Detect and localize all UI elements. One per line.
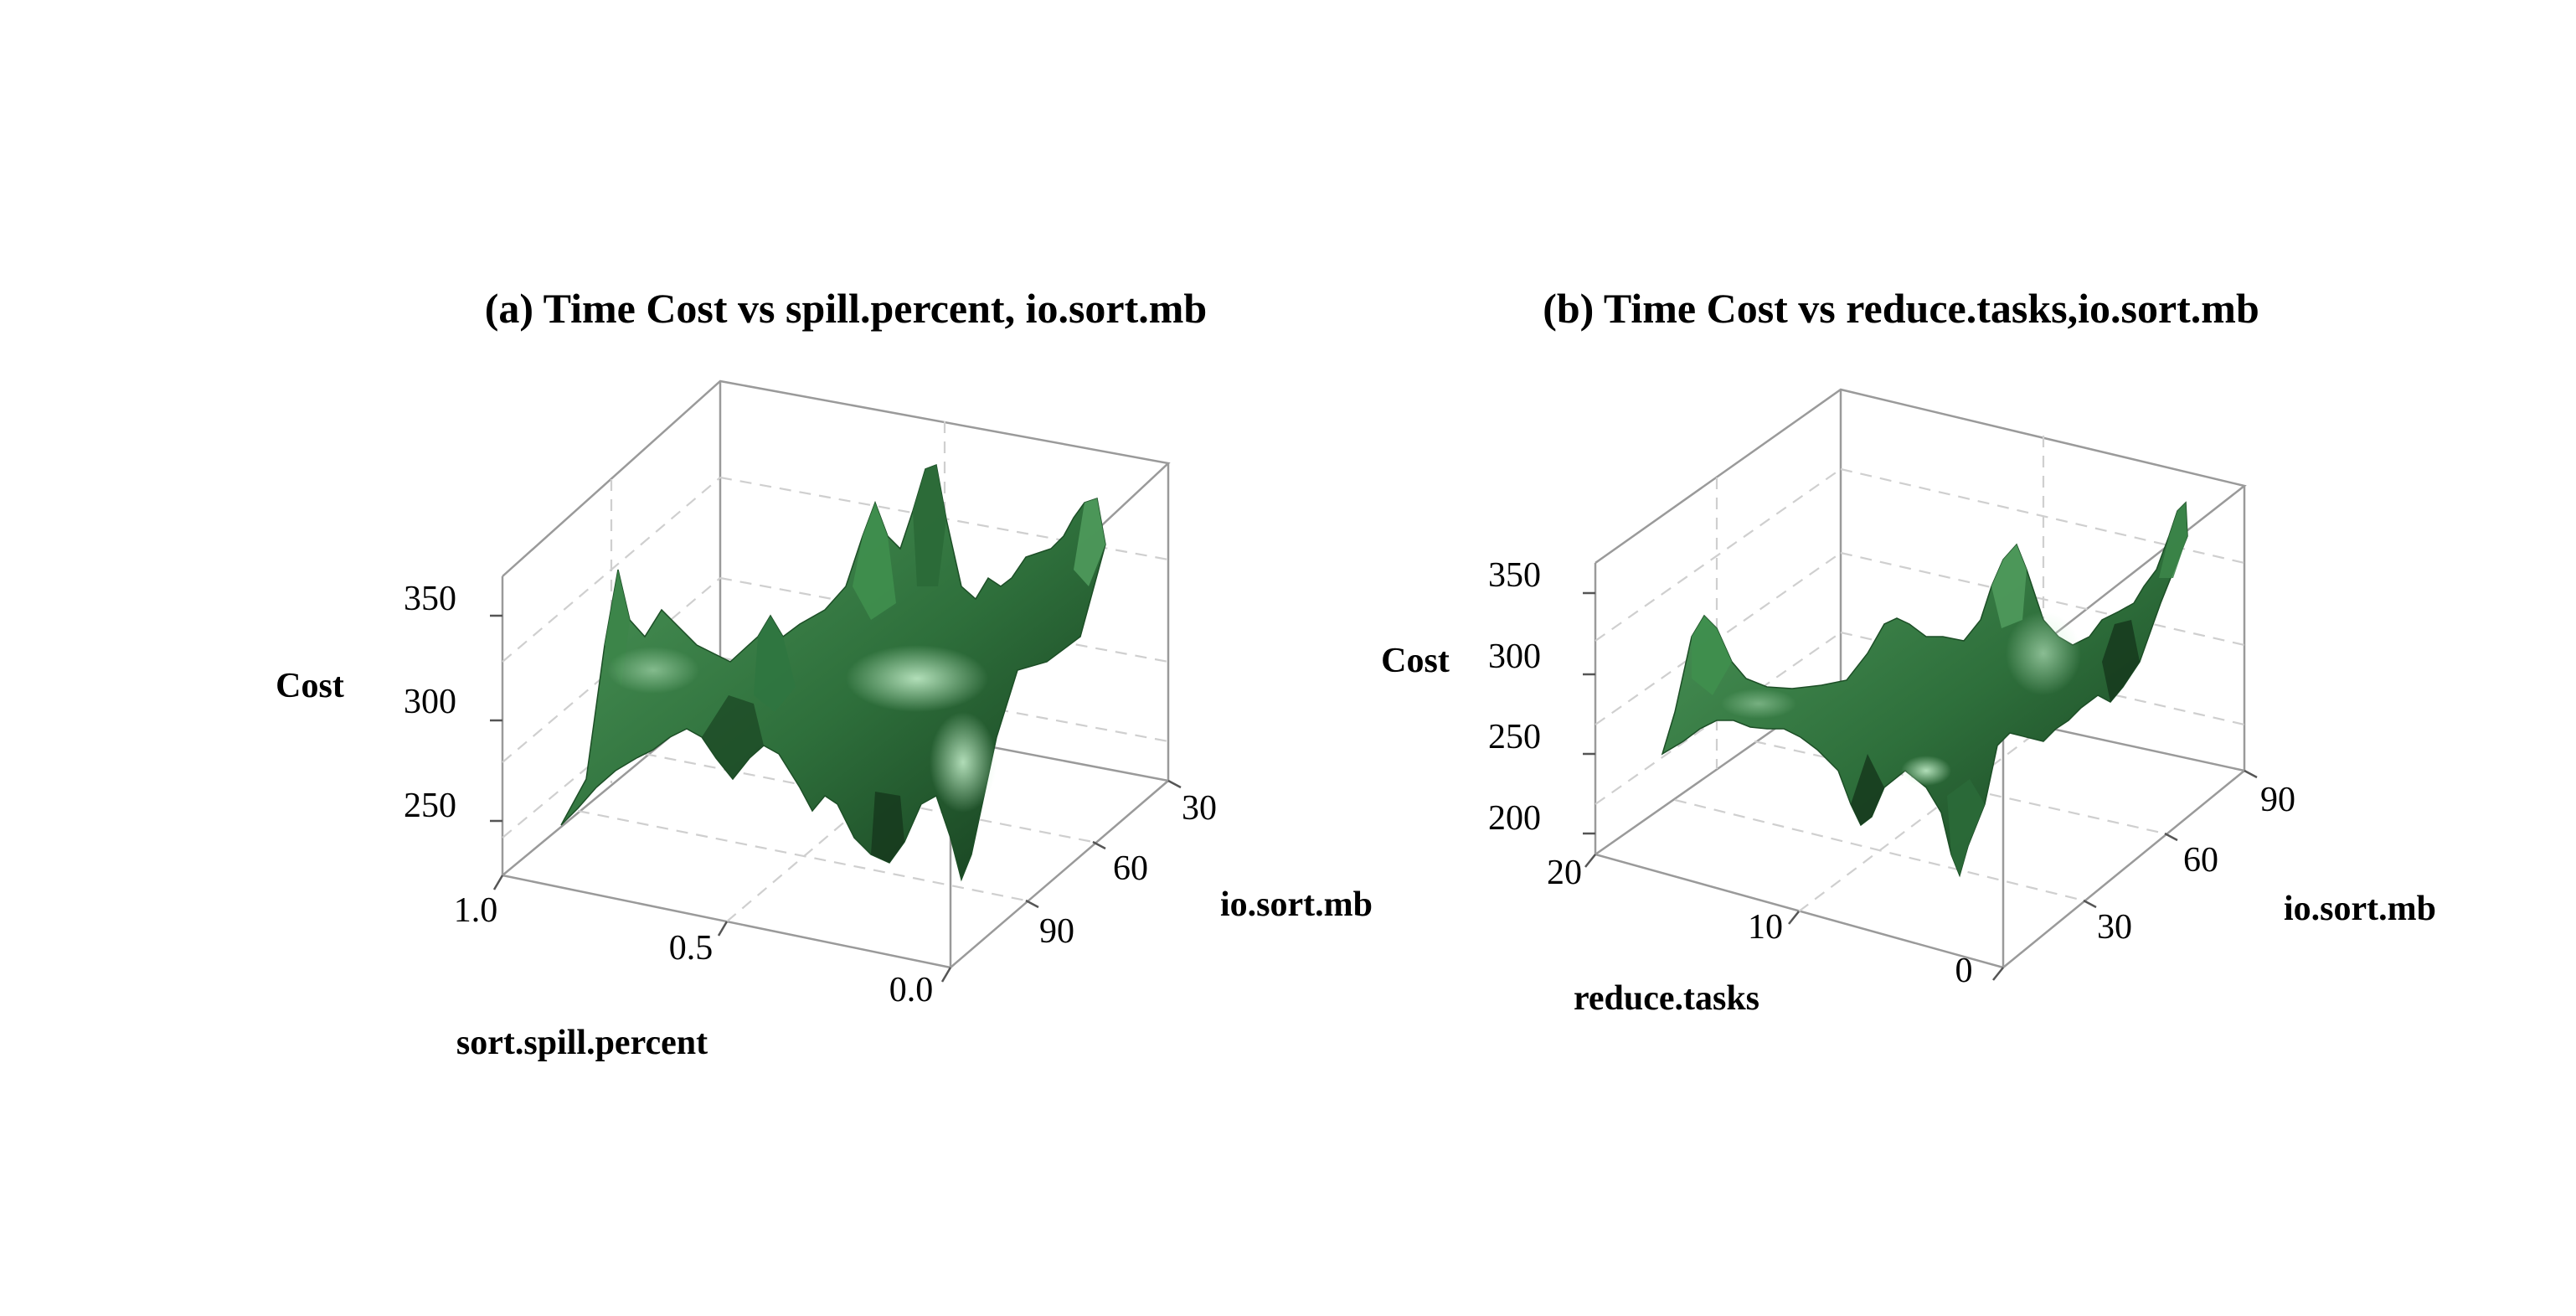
chart-a-ztick-250: 250 (404, 787, 456, 825)
chart-a-ytick-60: 60 (1113, 849, 1148, 888)
chart-a-ytick-30: 30 (1182, 789, 1217, 828)
chart-b-ztick-300: 300 (1488, 637, 1541, 676)
chart-a-zlabel: Cost (276, 667, 344, 705)
chart-b-ytick-30: 30 (2097, 908, 2132, 947)
chart-b-ytick-60: 60 (2183, 841, 2218, 880)
chart-a-ztick-350: 350 (404, 580, 456, 618)
chart-a-xtick-1.0: 1.0 (454, 891, 498, 930)
chart-a-title: (a) Time Cost vs spill.percent, io.sort.… (485, 285, 1207, 332)
chart-b-ztick-200: 200 (1488, 799, 1541, 838)
chart-b-xtick-10: 10 (1748, 908, 1783, 947)
chart-a-tick-labels: 350 300 250 1.0 0.5 0.0 30 60 90 (404, 580, 1217, 1009)
chart-b-ylabel: io.sort.mb (2284, 890, 2436, 928)
chart-a-xlabel: sort.spill.percent (456, 1024, 708, 1062)
chart-b-surface (1661, 501, 2188, 878)
chart-b-title: (b) Time Cost vs reduce.tasks,io.sort.mb (1543, 285, 2259, 332)
chart-b-xtick-0: 0 (1955, 952, 1973, 990)
chart-b-xlabel: reduce.tasks (1574, 979, 1759, 1018)
chart-a-surface (560, 463, 1106, 882)
chart-b-zlabel: Cost (1381, 642, 1450, 680)
chart-a: (a) Time Cost vs spill.percent, io.sort.… (276, 285, 1373, 1062)
chart-b-ticks (1583, 591, 2258, 981)
chart-a-ztick-300: 300 (404, 683, 456, 721)
chart-a-ylabel: io.sort.mb (1220, 885, 1373, 924)
chart-b-ztick-250: 250 (1488, 718, 1541, 756)
chart-b-xtick-20: 20 (1547, 854, 1582, 892)
chart-a-ytick-90: 90 (1039, 912, 1074, 951)
chart-b-ytick-90: 90 (2260, 781, 2295, 819)
chart-a-xtick-0.5: 0.5 (669, 929, 714, 968)
chart-b-ztick-350: 350 (1488, 556, 1541, 595)
chart-b: (b) Time Cost vs reduce.tasks,io.sort.mb (1381, 285, 2436, 1018)
chart-a-xtick-0.0: 0.0 (889, 971, 934, 1009)
chart-b-tick-labels: 350 300 250 200 20 10 0 90 60 30 (1488, 556, 2295, 990)
chart-a-ticks (490, 614, 1182, 983)
